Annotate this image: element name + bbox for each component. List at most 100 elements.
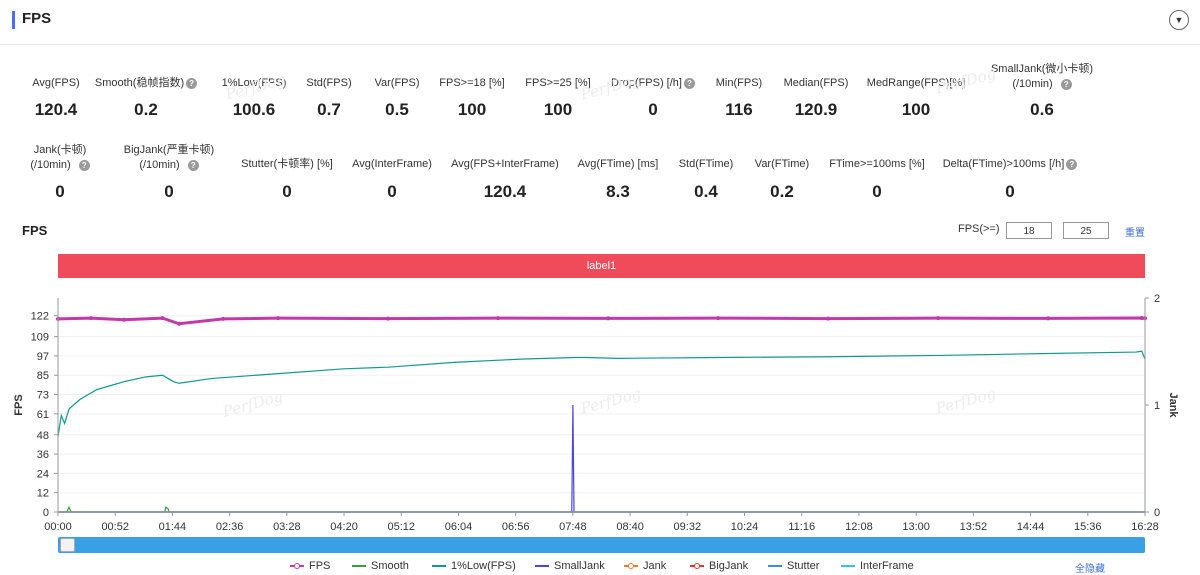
- y2-tick-label: 0: [1154, 507, 1160, 519]
- legend-swatch: [432, 565, 446, 568]
- metric-label: FPS>=25 [%]: [525, 77, 591, 89]
- x-tick-label: 10:24: [731, 521, 759, 533]
- legend-label: SmallJank: [554, 560, 605, 572]
- metrics-row2-metric: BigJank(严重卡顿) (/10min)? 0: [89, 143, 249, 201]
- y-axis-title: FPS: [13, 394, 25, 415]
- metric-label: 1%Low(FPS): [221, 77, 287, 89]
- metric-value: 8.3: [606, 182, 630, 201]
- legend-swatch: [690, 563, 704, 570]
- x-tick-label: 07:48: [559, 521, 587, 533]
- reset-button[interactable]: 重置: [1125, 228, 1145, 239]
- metric-value: 100.6: [232, 100, 276, 119]
- y2-tick-label: 2: [1154, 293, 1160, 305]
- metrics-row2-metric: Var(FTime) 0.2: [702, 157, 862, 201]
- section-title: FPS: [22, 10, 52, 27]
- threshold-label: FPS(>=): [958, 223, 1000, 235]
- metric-label: Avg(FPS+InterFrame): [451, 158, 559, 170]
- x-tick-label: 00:00: [44, 521, 72, 533]
- legend-label: BigJank: [709, 560, 749, 572]
- legend-swatch: [535, 565, 549, 568]
- metrics-row1-metric: MedRange(FPS)[%] 100: [836, 76, 996, 119]
- metric-value: 0: [387, 182, 397, 201]
- metric-label: Var(FPS): [374, 77, 420, 89]
- metric-label: Smooth(稳帧指数)?: [66, 76, 226, 91]
- x-tick-label: 00:52: [101, 521, 129, 533]
- metric-label: Avg(InterFrame): [352, 158, 432, 170]
- metrics-row2-metric: Avg(InterFrame) 0: [312, 157, 472, 201]
- help-icon[interactable]: ?: [78, 159, 90, 171]
- legend-item[interactable]: Jank: [624, 560, 666, 572]
- metric-label: MedRange(FPS)[%]: [866, 77, 966, 89]
- metric-value: 0.4: [694, 182, 718, 201]
- metric-label: Stutter(卡顿率) [%]: [241, 158, 333, 170]
- legend-item[interactable]: 1%Low(FPS): [432, 560, 516, 572]
- x-tick-label: 05:12: [387, 521, 415, 533]
- metric-label-unit: (/10min)?: [89, 158, 249, 173]
- fps-point: [1139, 315, 1144, 320]
- help-icon[interactable]: ?: [1066, 158, 1078, 170]
- fps-point: [826, 316, 831, 321]
- fps-point: [221, 316, 226, 321]
- metrics-row1-metric: Smooth(稳帧指数)? 0.2: [66, 76, 226, 119]
- label-band[interactable]: label1: [58, 254, 1145, 278]
- help-icon[interactable]: ?: [187, 159, 199, 171]
- metric-label-unit: (/10min)?: [962, 77, 1122, 92]
- metrics-row2-metric: Stutter(卡顿率) [%] 0: [207, 157, 367, 201]
- legend-item[interactable]: SmallJank: [535, 560, 605, 572]
- metrics-row1-metric: Min(FPS) 116: [659, 76, 819, 119]
- metric-value: 120.4: [34, 100, 78, 119]
- y-tick-label: 36: [37, 449, 49, 461]
- legend-item[interactable]: FPS: [290, 560, 330, 572]
- metric-value: 120.9: [794, 100, 838, 119]
- metric-label: BigJank(严重卡顿): [123, 144, 215, 156]
- legend-item[interactable]: Stutter: [768, 560, 819, 572]
- metric-value: 0.6: [1030, 100, 1054, 119]
- threshold-input-1[interactable]: 18: [1006, 222, 1052, 239]
- legend-label: 1%Low(FPS): [451, 560, 516, 572]
- x-tick-label: 06:04: [445, 521, 473, 533]
- help-icon[interactable]: ?: [683, 77, 695, 89]
- metrics-row1-metric: Var(FPS) 0.5: [317, 76, 477, 119]
- chart-title: FPS: [22, 223, 48, 238]
- series-fps: [57, 316, 1146, 326]
- time-scrollbar[interactable]: [58, 537, 1145, 553]
- legend-item[interactable]: BigJank: [690, 560, 748, 572]
- x-tick-label: 02:36: [216, 521, 244, 533]
- legend-item[interactable]: InterFrame: [841, 560, 914, 572]
- metric-label: Min(FPS): [715, 77, 763, 89]
- metric-label: FPS>=18 [%]: [439, 77, 505, 89]
- y2-tick-label: 1: [1154, 400, 1160, 412]
- metric-label: Avg(FTime) [ms]: [577, 158, 659, 170]
- help-icon[interactable]: ?: [186, 77, 198, 89]
- x-tick-label: 12:08: [845, 521, 873, 533]
- legend-swatch: [768, 565, 782, 568]
- hide-all-button[interactable]: 全隐藏: [1075, 564, 1105, 575]
- metric-label: Std(FTime): [678, 158, 734, 170]
- chevron-down-icon[interactable]: ▼: [1169, 10, 1189, 30]
- x-tick-label: 06:56: [502, 521, 530, 533]
- series-smalljank: [58, 404, 1145, 513]
- y2-axis-title: Jank: [1167, 392, 1179, 418]
- legend-item[interactable]: Smooth: [352, 560, 409, 572]
- legend-swatch: [352, 565, 366, 568]
- threshold-input-2[interactable]: 25: [1063, 222, 1109, 239]
- fps-point: [936, 316, 941, 321]
- x-tick-label: 16:28: [1131, 521, 1159, 533]
- help-icon[interactable]: ?: [1060, 78, 1072, 90]
- scrollbar-handle[interactable]: [60, 538, 75, 552]
- y-tick-label: 0: [43, 507, 49, 519]
- fps-point: [122, 317, 127, 322]
- fps-point: [160, 316, 165, 321]
- y-tick-label: 122: [31, 311, 49, 323]
- metrics-row1-metric: Drop(FPS) [/h]? 0: [573, 76, 733, 119]
- metric-value: 0: [872, 182, 882, 201]
- x-tick-label: 11:16: [788, 521, 815, 533]
- metric-label: SmallJank(微小卡顿): [990, 63, 1094, 75]
- metric-label-unit: (/10min)?: [0, 158, 140, 173]
- fps-point: [716, 316, 721, 321]
- y-tick-label: 61: [37, 409, 49, 421]
- fps-point: [276, 316, 281, 321]
- metric-value: 0: [1005, 182, 1015, 201]
- metrics-row2-metric: Avg(FPS+InterFrame) 120.4: [425, 157, 585, 201]
